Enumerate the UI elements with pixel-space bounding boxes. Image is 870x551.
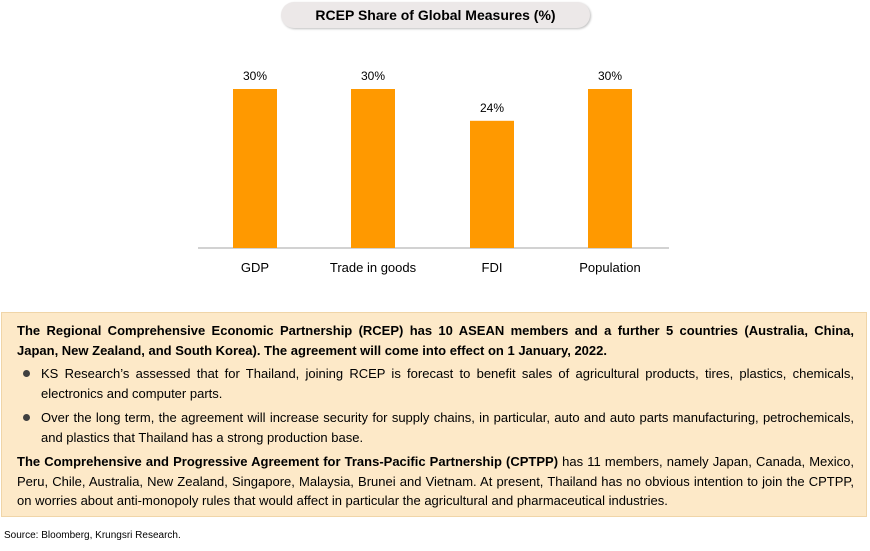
cptpp-text: has 11 members, namely Japan, Canada, Me…: [17, 454, 855, 508]
bullet-item: Over the long term, the agreement will i…: [17, 408, 854, 447]
cptpp-paragraph: The Comprehensive and Progressive Agreem…: [17, 452, 854, 511]
bullet-icon: [23, 414, 30, 421]
rcep-intro: The Regional Comprehensive Economic Part…: [17, 323, 854, 358]
bullet-text: KS Research’s assessed that for Thailand…: [41, 366, 854, 401]
bullet-text: Over the long term, the agreement will i…: [41, 410, 854, 445]
bar-fdi: [470, 120, 514, 248]
x-tick-label: Trade in goods: [330, 260, 417, 275]
bar-chart: 30% GDP 30% Trade in goods 24% FDI 30% Populati…: [198, 69, 669, 275]
data-label: 24%: [480, 101, 504, 115]
bar-trade-in-goods: [351, 89, 395, 248]
chart-title: RCEP Share of Global Measures (%): [281, 2, 590, 28]
bullet-item: KS Research’s assessed that for Thailand…: [17, 364, 854, 403]
source-note: Source: Bloomberg, Krungsri Research.: [4, 530, 181, 541]
x-tick-label: Population: [579, 260, 640, 275]
bullet-icon: [23, 370, 30, 377]
info-box: The Regional Comprehensive Economic Part…: [1, 312, 867, 517]
data-label: 30%: [361, 69, 385, 83]
data-label: 30%: [598, 69, 622, 83]
bar-gdp: [233, 89, 277, 248]
data-label: 30%: [243, 69, 267, 83]
cptpp-name: The Comprehensive and Progressive Agreem…: [17, 454, 559, 469]
x-tick-label: GDP: [241, 260, 269, 275]
bullet-list: KS Research’s assessed that for Thailand…: [17, 364, 854, 447]
bar-population: [588, 89, 632, 248]
x-tick-label: FDI: [482, 260, 503, 275]
